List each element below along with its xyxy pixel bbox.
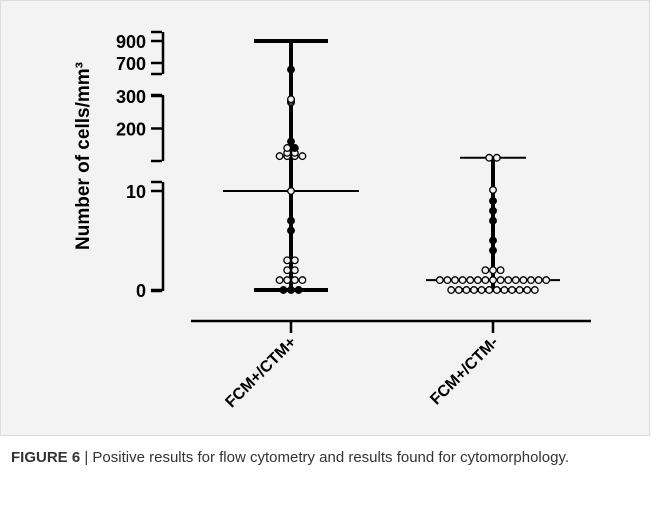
category-2-data-point: [489, 216, 497, 225]
y-axis-title: Number of cells/mm³: [73, 62, 94, 250]
category-2-data-point: [492, 153, 501, 162]
category-2-data-point: [481, 266, 490, 275]
category-2-data-point: [504, 276, 513, 285]
category-2-data-point: [489, 206, 497, 215]
category-1-data-point: [287, 226, 295, 235]
y-tick-label: 900: [116, 32, 146, 52]
category-1-data-point: [287, 95, 295, 104]
category-2-data-point: [489, 246, 497, 255]
chart-panel: 0 10 200 300 700 900 Number of cells/mm³ FCM+/C…: [0, 0, 650, 436]
category-2-data-point: [462, 286, 471, 294]
category-1-data-point: [290, 266, 299, 275]
category-2-data-point: [489, 236, 497, 245]
category-2-data-point: [485, 286, 494, 294]
category-1-data-point: [287, 137, 295, 146]
caption-text: | Positive results for flow cytometry an…: [80, 449, 570, 466]
category-2-data-point: [542, 276, 551, 285]
category-2-data-point: [454, 286, 463, 294]
category-1-data-point: [298, 276, 307, 285]
category-2-data-point: [473, 276, 482, 285]
bars-layer: [223, 39, 560, 292]
category-2-data-point: [477, 286, 486, 294]
category-2-data-point: [515, 286, 524, 294]
category-1-data-point: [287, 216, 295, 225]
y-tick-label: 10: [126, 182, 146, 202]
category-1-data-point: [283, 144, 292, 152]
category-2-data-point: [511, 276, 520, 285]
category-2-data-point: [500, 286, 509, 294]
category-1-data-point: [283, 266, 292, 275]
category-2-data-point: [447, 286, 456, 294]
y-tick-label: 700: [116, 54, 146, 74]
category-2-data-point: [443, 276, 452, 285]
axis-layer: [151, 30, 591, 333]
category-1-data-point: [287, 286, 295, 294]
category-2-data-point: [496, 266, 505, 275]
y-tick-label: 200: [116, 120, 146, 140]
y-tick-label: 0: [136, 281, 146, 301]
category-2-data-point: [470, 286, 478, 294]
category-2-data-point: [435, 276, 444, 285]
category-1-data-point: [283, 256, 292, 265]
category-1-data-point: [275, 152, 284, 161]
caption-label: FIGURE 6: [11, 449, 81, 466]
category-1-data-point: [287, 65, 295, 74]
category-1-data-point: [275, 276, 284, 285]
category-2-data-point: [523, 286, 532, 294]
category-2-data-point: [466, 276, 475, 285]
category-2-data-point: [489, 276, 497, 285]
y-tick-label: 300: [116, 87, 146, 107]
category-1-data-point: [294, 286, 303, 294]
category-2-data-point: [489, 185, 497, 194]
category-2-label: FCM+/CTM-: [427, 334, 502, 409]
points-layer: [275, 65, 551, 294]
category-2-data-point: [489, 196, 497, 205]
category-2-data-point: [508, 286, 516, 294]
category-1-data-point: [279, 286, 288, 294]
category-2-data-point: [451, 276, 459, 285]
category-2-data-point: [530, 286, 539, 294]
category-2-data-point: [481, 276, 490, 285]
category-2-data-point: [485, 153, 494, 162]
category-1-label: FCM+/CTM+: [222, 334, 299, 411]
category-2-data-point: [519, 276, 528, 285]
category-1-data-point: [283, 276, 292, 285]
category-2-data-point: [489, 266, 497, 275]
figure-caption: FIGURE 6 | Positive results for flow cyt…: [11, 446, 641, 470]
category-1-data-point: [290, 144, 299, 152]
category-2-data-point: [492, 286, 501, 294]
category-2-data-point: [527, 276, 535, 285]
category-1-data-point: [290, 276, 299, 285]
category-2-data-point: [458, 276, 467, 285]
category-1-data-point: [290, 256, 299, 265]
category-2-data-point: [496, 276, 505, 285]
category-2-data-point: [534, 276, 543, 285]
category-1-data-point: [298, 152, 307, 161]
category-1-data-point: [287, 187, 295, 195]
